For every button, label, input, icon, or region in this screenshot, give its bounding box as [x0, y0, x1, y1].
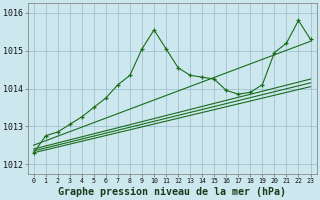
X-axis label: Graphe pression niveau de la mer (hPa): Graphe pression niveau de la mer (hPa) — [58, 186, 286, 197]
